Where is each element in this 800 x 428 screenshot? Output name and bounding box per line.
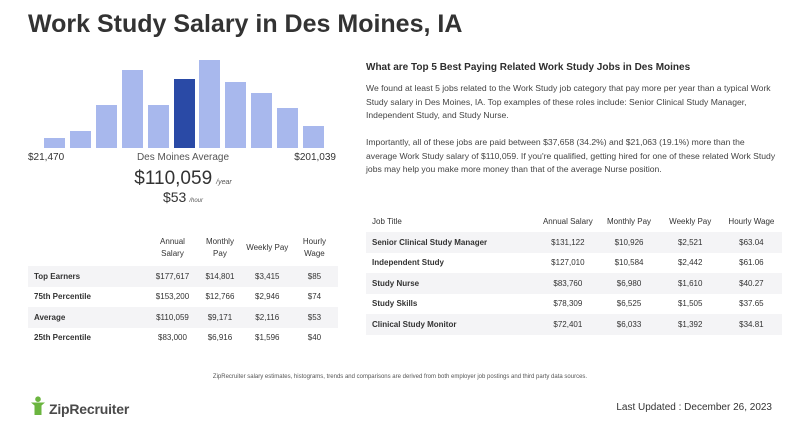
annual-cell: $177,617	[155, 271, 190, 281]
monthly-cell: $6,033	[616, 319, 642, 329]
histogram-bar	[276, 107, 298, 148]
annual-cell: $153,200	[155, 292, 190, 302]
annual-cell: $78,309	[553, 299, 583, 309]
hourly-cell: $85	[307, 271, 322, 281]
histogram-bar	[199, 59, 221, 148]
ziprecruiter-person-icon	[30, 396, 46, 421]
hourly-cell: $53	[307, 312, 322, 322]
average-annual-unit: /year	[216, 179, 232, 186]
weekly-cell: $1,505	[677, 299, 703, 309]
average-annual-value: $110,059	[134, 168, 213, 189]
last-updated: Last Updated : December 26, 2023	[616, 402, 772, 413]
histogram-bar	[70, 130, 92, 148]
annual-cell: $72,401	[553, 319, 583, 329]
hourly-cell: $40.27	[739, 278, 764, 288]
page-title: Work Study Salary in Des Moines, IA	[28, 10, 463, 38]
monthly-cell: $14,801	[205, 271, 235, 281]
average-hourly-wage: $53/hour	[0, 189, 366, 207]
monthly-cell: $9,171	[207, 312, 233, 322]
hourly-cell: $40	[307, 333, 322, 343]
weekly-cell: $2,116	[255, 312, 280, 322]
row-label: Average	[34, 312, 66, 322]
job-title-cell: Independent Study	[372, 258, 444, 268]
table-row: Study Nurse $83,760 $6,980 $1,610 $40.27	[366, 273, 782, 294]
table-row: 25th Percentile $83,000 $6,916 $1,596 $4…	[28, 327, 338, 348]
hourly-cell: $37.65	[739, 299, 764, 309]
histogram-bar	[96, 104, 118, 148]
table-row: Study Skills $78,309 $6,525 $1,505 $37.6…	[366, 293, 782, 314]
histogram-bar	[147, 104, 169, 148]
histogram-max-label: $201,039	[294, 152, 336, 163]
header-monthly: Monthly Pay	[607, 217, 652, 226]
table-row: Senior Clinical Study Manager $131,122 $…	[366, 232, 782, 253]
job-title-cell: Clinical Study Monitor	[372, 319, 457, 329]
weekly-cell: $2,946	[255, 292, 280, 302]
table-row: Average $110,059 $9,171 $2,116 $53	[28, 307, 338, 328]
header-blank	[28, 230, 149, 266]
job-title-cell: Senior Clinical Study Manager	[372, 237, 488, 247]
table-row: Independent Study $127,010 $10,584 $2,44…	[366, 252, 782, 273]
annual-cell: $127,010	[551, 258, 585, 268]
related-jobs-heading: What are Top 5 Best Paying Related Work …	[366, 62, 691, 73]
hourly-cell: $63.04	[739, 237, 764, 247]
header-hourly: Hourly Wage	[728, 217, 775, 226]
annual-cell: $110,059	[156, 312, 189, 322]
header-hourly: Hourly Wage	[302, 237, 326, 258]
job-title-cell: Study Skills	[372, 299, 418, 309]
weekly-cell: $1,596	[255, 333, 280, 343]
average-annual-salary: $110,059/year	[0, 168, 366, 190]
weekly-cell: $1,392	[677, 319, 703, 329]
header-weekly: Weekly Pay	[669, 217, 712, 226]
annual-cell: $83,760	[553, 278, 583, 288]
annual-cell: $83,000	[158, 333, 187, 343]
weekly-cell: $1,610	[677, 278, 703, 288]
table-header-row: Annual Salary Monthly Pay Weekly Pay Hou…	[28, 230, 338, 266]
histogram-average-label: Des Moines Average	[136, 152, 230, 163]
disclaimer-text: ZipRecruiter salary estimates, histogram…	[212, 374, 588, 380]
row-label: 25th Percentile	[34, 333, 91, 343]
salary-histogram	[42, 58, 326, 148]
histogram-min-label: $21,470	[28, 152, 65, 163]
annual-cell: $131,122	[551, 237, 585, 247]
histogram-bar	[302, 126, 324, 148]
monthly-cell: $6,525	[616, 299, 642, 309]
related-jobs-paragraph-2: Importantly, all of these jobs are paid …	[366, 137, 776, 174]
header-annual: Annual Salary	[542, 217, 593, 226]
monthly-cell: $10,926	[614, 237, 644, 247]
related-jobs-paragraph-1: We found at least 5 jobs related to the …	[366, 83, 771, 120]
row-label: 75th Percentile	[34, 292, 91, 302]
histogram-bar	[225, 82, 247, 148]
weekly-cell: $2,521	[677, 237, 703, 247]
monthly-cell: $10,584	[614, 258, 644, 268]
histogram-bar	[250, 93, 272, 148]
average-hourly-value: $53	[162, 189, 187, 205]
related-jobs-table: Job Title Annual Salary Monthly Pay Week…	[366, 212, 782, 335]
header-job-title: Job Title	[372, 217, 402, 226]
hourly-cell: $34.81	[739, 319, 764, 329]
header-weekly: Weekly Pay	[246, 243, 289, 252]
table-row: Clinical Study Monitor $72,401 $6,033 $1…	[366, 314, 782, 335]
hourly-cell: $74	[307, 292, 322, 302]
table-header-row: Job Title Annual Salary Monthly Pay Week…	[366, 212, 782, 232]
weekly-cell: $2,442	[677, 258, 703, 268]
percentile-table: Annual Salary Monthly Pay Weekly Pay Hou…	[28, 230, 338, 348]
table-row: Top Earners $177,617 $14,801 $3,415 $85	[28, 266, 338, 287]
histogram-bar	[44, 138, 66, 148]
hourly-cell: $61.06	[739, 258, 764, 268]
ziprecruiter-logo[interactable]: ZipRecruiter	[30, 396, 129, 421]
table-row: 75th Percentile $153,200 $12,766 $2,946 …	[28, 286, 338, 307]
monthly-cell: $6,916	[207, 333, 233, 343]
average-hourly-unit: /hour	[189, 198, 204, 204]
row-label: Top Earners	[34, 271, 81, 281]
header-monthly: Monthly Pay	[205, 237, 234, 258]
weekly-cell: $3,415	[255, 271, 280, 281]
histogram-bar-average	[173, 78, 195, 148]
job-title-cell: Study Nurse	[372, 278, 420, 288]
monthly-cell: $6,980	[616, 278, 642, 288]
histogram-bar	[121, 69, 143, 148]
header-annual: Annual Salary	[160, 237, 185, 258]
logo-text: ZipRecruiter	[49, 400, 130, 417]
monthly-cell: $12,766	[205, 292, 235, 302]
